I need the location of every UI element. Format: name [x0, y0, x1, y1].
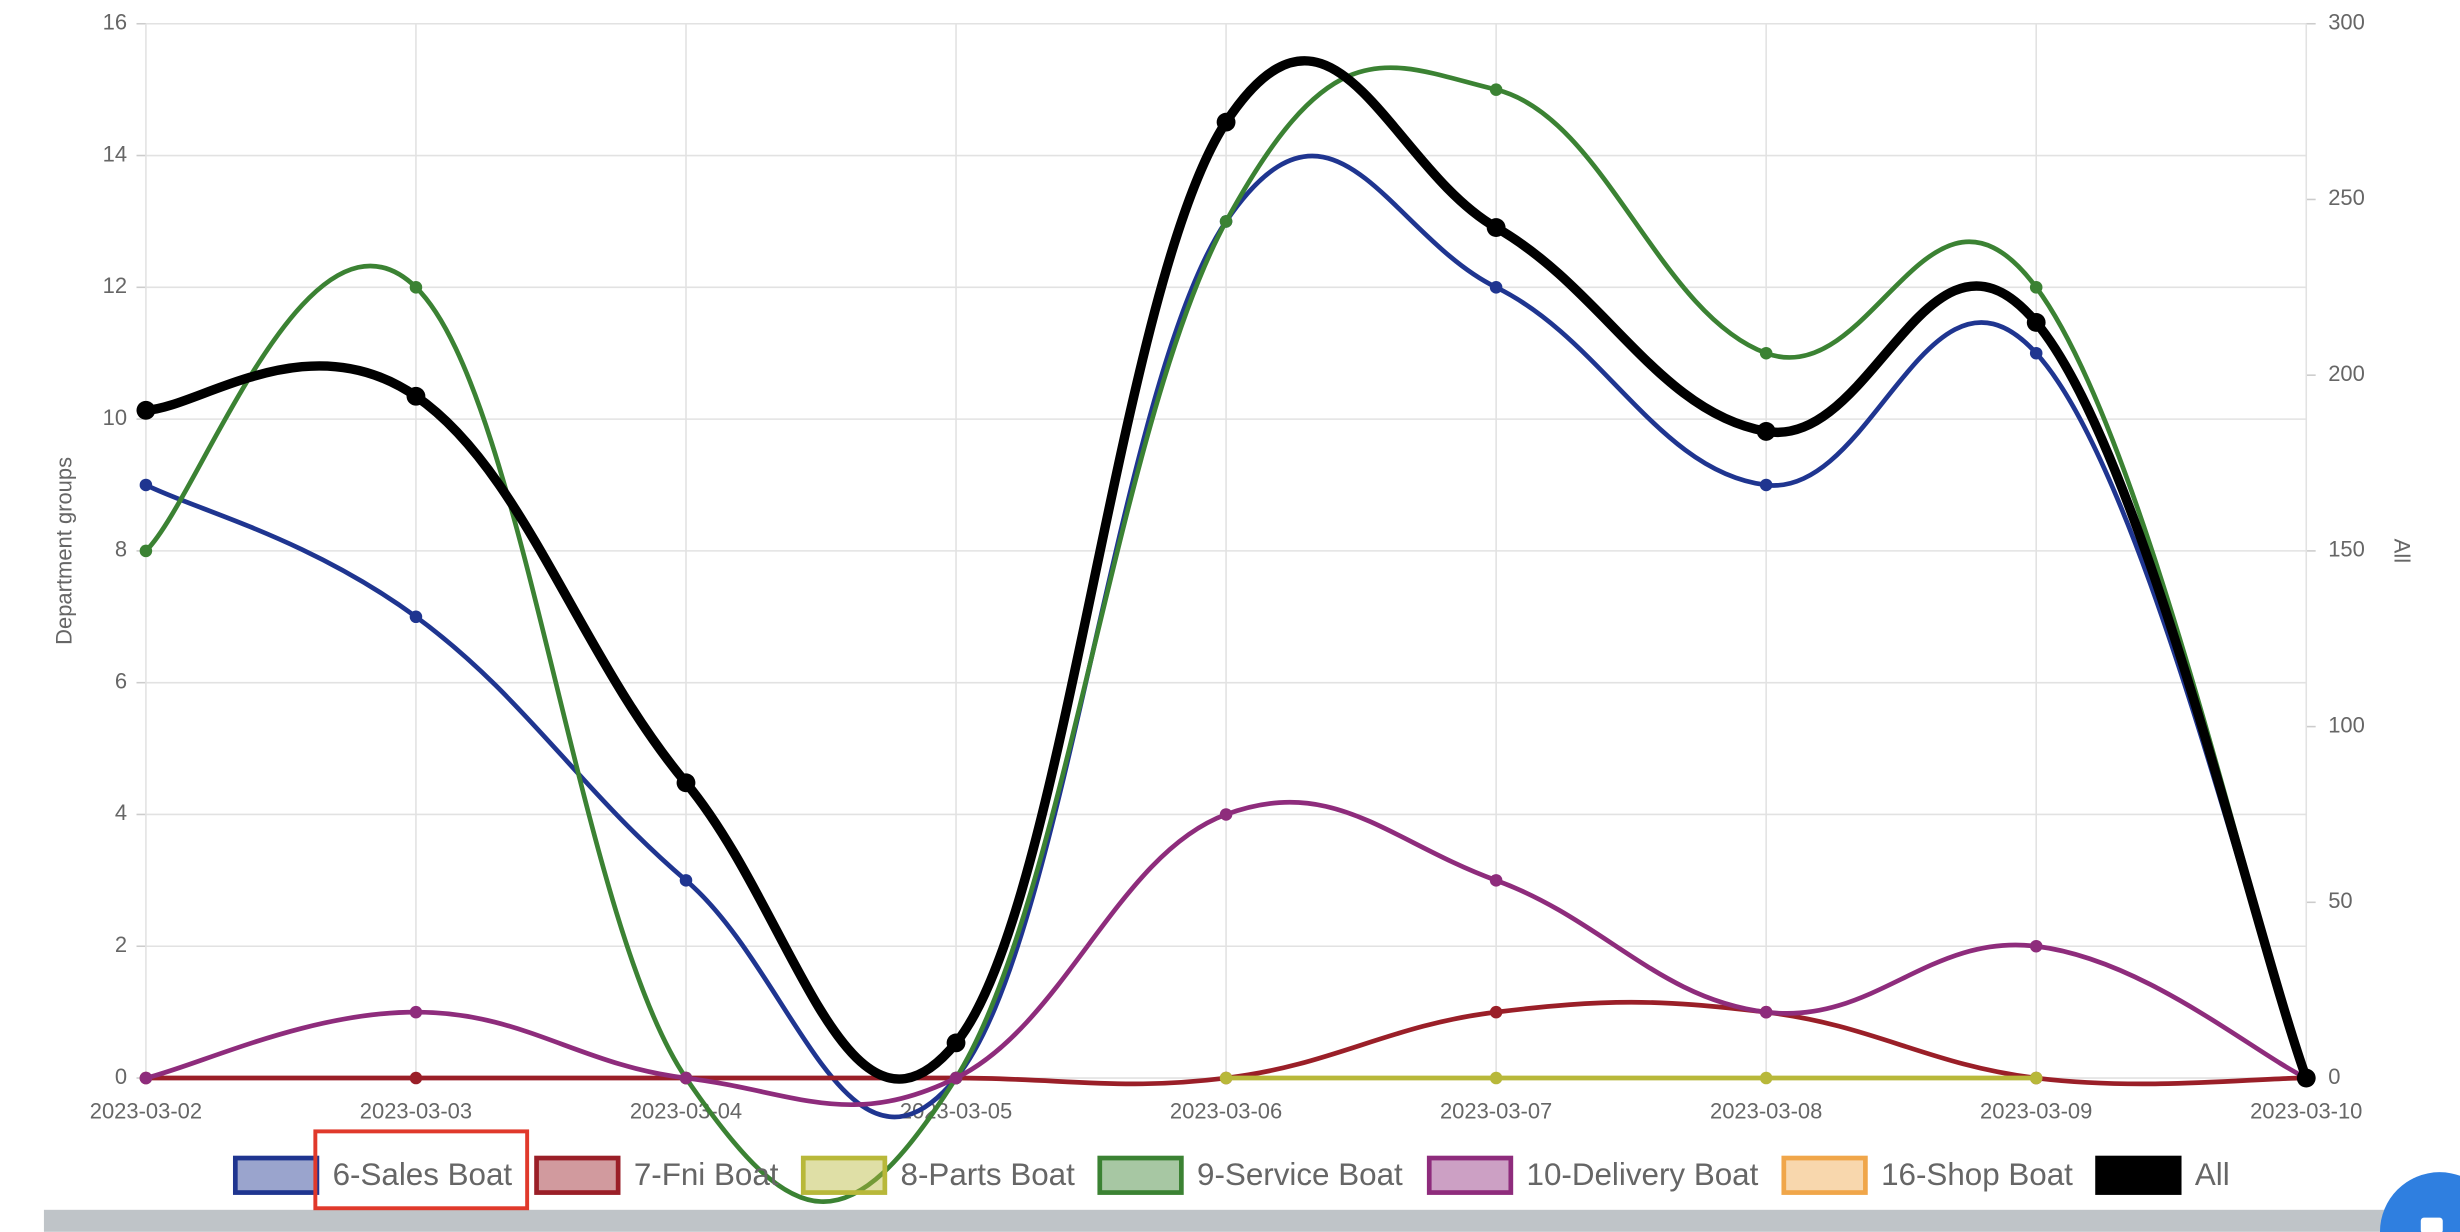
- legend-label[interactable]: 6-Sales Boat: [333, 1157, 513, 1192]
- data-point: [2029, 1071, 2043, 1085]
- data-point: [409, 1071, 423, 1085]
- data-point: [679, 874, 693, 887]
- y-axis-label: Department groups: [52, 457, 77, 645]
- data-point: [1219, 1071, 1233, 1085]
- data-point: [676, 773, 696, 793]
- chat-button[interactable]: [2380, 1172, 2460, 1232]
- legend-label[interactable]: All: [2195, 1157, 2230, 1192]
- x-tick-label: 2023-03-10: [2250, 1098, 2362, 1123]
- y2-tick-label: 50: [2328, 888, 2352, 913]
- y2-tick-label: 150: [2328, 537, 2365, 562]
- legend-swatch[interactable]: [2095, 1155, 2182, 1195]
- data-point: [1219, 215, 1233, 228]
- data-point: [406, 386, 426, 406]
- x-tick-label: 2023-03-04: [630, 1098, 742, 1123]
- legend-label[interactable]: 9-Service Boat: [1197, 1157, 1403, 1192]
- y-tick-label: 14: [103, 141, 127, 166]
- y-tick-label: 2: [115, 932, 127, 957]
- legend-swatch[interactable]: [800, 1155, 888, 1195]
- data-point: [679, 1071, 693, 1085]
- y-tick-label: 6: [115, 668, 127, 693]
- data-point: [1489, 281, 1503, 294]
- y-tick-label: 0: [115, 1064, 127, 1089]
- highlight-box: [313, 1129, 530, 1211]
- data-point: [1489, 874, 1503, 887]
- data-point: [1759, 346, 1773, 360]
- data-point: [1489, 1005, 1503, 1019]
- data-point: [409, 1005, 423, 1019]
- data-point: [2026, 313, 2046, 332]
- data-point: [1216, 112, 1236, 132]
- y2-tick-label: 300: [2328, 10, 2365, 35]
- y-tick-label: 4: [115, 800, 127, 825]
- legend-swatch[interactable]: [534, 1155, 621, 1195]
- y2-axis-label: All: [2390, 539, 2415, 563]
- data-point: [1489, 1071, 1503, 1085]
- data-point: [2029, 346, 2043, 360]
- x-tick-label: 2023-03-06: [1170, 1098, 1282, 1123]
- legend-label[interactable]: 10-Delivery Boat: [1527, 1157, 1759, 1192]
- data-point: [136, 400, 156, 420]
- scrollbar: [43, 1209, 2460, 1232]
- data-point: [1486, 218, 1506, 237]
- data-point: [409, 610, 423, 624]
- data-point: [946, 1033, 966, 1053]
- y2-tick-label: 0: [2328, 1064, 2340, 1089]
- y2-tick-label: 200: [2328, 361, 2365, 386]
- legend-label[interactable]: 7-Fni Boat: [634, 1157, 779, 1192]
- legend-swatch[interactable]: [1781, 1155, 1868, 1195]
- data-point: [2029, 939, 2043, 953]
- x-tick-label: 2023-03-09: [1980, 1098, 2092, 1123]
- y2-tick-label: 100: [2328, 712, 2365, 737]
- x-tick-label: 2023-03-07: [1440, 1098, 1552, 1123]
- data-point: [1756, 421, 1776, 441]
- x-tick-label: 2023-03-08: [1710, 1098, 1822, 1123]
- data-point: [139, 1071, 153, 1085]
- x-tick-label: 2023-03-02: [90, 1098, 202, 1123]
- data-point: [1489, 83, 1503, 96]
- legend-swatch[interactable]: [1097, 1155, 1184, 1195]
- data-point: [2296, 1068, 2316, 1088]
- data-point: [409, 281, 423, 294]
- legend-swatch[interactable]: [232, 1155, 320, 1195]
- y2-tick-label: 250: [2328, 185, 2365, 210]
- y-tick-label: 16: [103, 10, 127, 35]
- y-tick-label: 8: [115, 537, 127, 562]
- chat-icon: [2420, 1217, 2443, 1232]
- data-point: [1759, 478, 1773, 492]
- legend-label[interactable]: 8-Parts Boat: [901, 1157, 1076, 1192]
- data-point: [949, 1071, 963, 1085]
- y-tick-label: 10: [103, 405, 127, 430]
- data-point: [1219, 808, 1233, 821]
- data-point: [2029, 281, 2043, 294]
- data-point: [139, 478, 153, 492]
- y-tick-label: 12: [103, 273, 127, 298]
- data-point: [139, 544, 153, 558]
- x-tick-label: 2023-03-03: [360, 1098, 472, 1123]
- data-point: [1759, 1071, 1773, 1085]
- legend-swatch[interactable]: [1426, 1155, 1514, 1195]
- legend-label[interactable]: 16-Shop Boat: [1881, 1157, 2073, 1192]
- data-point: [1759, 1005, 1773, 1019]
